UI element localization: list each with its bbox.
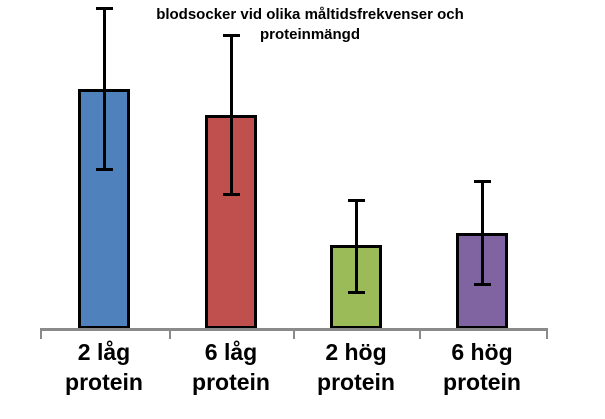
category-label: 2 hög protein bbox=[291, 337, 421, 397]
error-bar-line bbox=[229, 35, 233, 195]
category-label: 6 låg protein bbox=[166, 337, 296, 397]
category-label-line1: 6 hög bbox=[451, 339, 513, 365]
error-bar-cap-bottom bbox=[222, 193, 240, 196]
error-bar-cap-top bbox=[473, 180, 491, 183]
category-label: 2 låg protein bbox=[39, 337, 169, 397]
error-bar-cap-bottom bbox=[347, 291, 365, 294]
x-axis-tick bbox=[419, 328, 421, 339]
error-bar-cap-top bbox=[222, 34, 240, 37]
category-label-line1: 2 hög bbox=[325, 339, 387, 365]
chart-title-line1: blodsocker vid olika måltidsfrekvenser o… bbox=[156, 6, 464, 23]
error-bar-line bbox=[354, 200, 358, 293]
category-label-line1: 6 låg bbox=[204, 339, 258, 365]
x-axis-line bbox=[40, 328, 547, 331]
category-label-line1: 2 låg bbox=[77, 339, 131, 365]
x-axis-tick bbox=[546, 328, 548, 339]
error-bar-cap-top bbox=[347, 199, 365, 202]
error-bar-cap-top bbox=[95, 7, 113, 10]
error-bar-line bbox=[102, 8, 106, 170]
error-bar-line bbox=[480, 181, 484, 285]
category-label: 6 hög protein bbox=[417, 337, 547, 397]
category-label-line2: protein bbox=[317, 369, 395, 395]
chart-title-line2: proteinmängd bbox=[260, 26, 360, 43]
x-axis-tick bbox=[40, 328, 42, 339]
chart-title: blodsocker vid olika måltidsfrekvenser o… bbox=[110, 5, 510, 45]
error-bar-cap-bottom bbox=[473, 283, 491, 286]
category-label-line2: protein bbox=[443, 369, 521, 395]
x-axis-tick bbox=[293, 328, 295, 339]
error-bar-cap-bottom bbox=[95, 168, 113, 171]
category-label-line2: protein bbox=[192, 369, 270, 395]
x-axis-tick bbox=[169, 328, 171, 339]
category-label-line2: protein bbox=[65, 369, 143, 395]
